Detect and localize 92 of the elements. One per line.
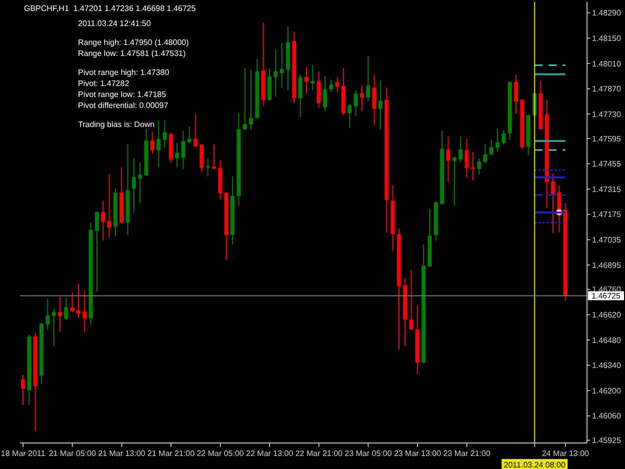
y-tick-label: 1.47870 — [592, 84, 622, 94]
y-tick-label: 1.47035 — [592, 236, 622, 245]
y-tick-label: 1.48290 — [592, 8, 622, 18]
candlestick — [242, 68, 247, 130]
candlestick — [354, 90, 358, 117]
x-tick-label: 22 Mar 13:00 — [246, 449, 294, 458]
y-tick-label: 1.47730 — [592, 110, 622, 119]
annotation: Pivot: 1.47282 — [78, 78, 130, 89]
candlestick — [107, 173, 112, 238]
y-tick-label: 1.46340 — [592, 361, 622, 370]
candlestick — [46, 298, 50, 331]
candlestick — [280, 42, 284, 88]
annotation: Pivot differential: 0.00097 — [78, 100, 170, 111]
candlestick — [483, 143, 488, 164]
candlestick — [274, 48, 278, 98]
candlestick — [82, 290, 87, 332]
candlestick — [212, 144, 216, 170]
annotation: 2011.03.24 12:41:50 — [78, 18, 152, 29]
candlestick — [335, 76, 340, 94]
candlestick — [366, 55, 370, 102]
x-tick-label: 21 Mar 21:00 — [147, 449, 196, 458]
y-tick-label: 1.45925 — [592, 436, 622, 446]
candlestick — [458, 136, 463, 163]
candlestick — [101, 200, 106, 242]
y-tick-label: 1.47315 — [592, 184, 622, 194]
candlestick — [378, 80, 382, 130]
y-tick-label: 1.46060 — [592, 412, 622, 421]
candlestick — [502, 129, 506, 146]
candlestick — [304, 66, 308, 94]
candlestick — [477, 158, 482, 176]
candlestick — [64, 297, 68, 321]
candlestick — [360, 84, 364, 112]
candlestick — [181, 130, 186, 170]
candlestick — [94, 210, 99, 292]
y-tick-label: 1.48010 — [592, 59, 622, 68]
x-tick-label: 22 Mar 05:00 — [196, 449, 244, 458]
candlestick — [470, 151, 475, 181]
candlestick — [514, 74, 518, 114]
candlestick — [316, 70, 321, 108]
candlestick — [206, 158, 210, 177]
candlestick — [175, 142, 180, 168]
ref-line-label: 1.46725 — [592, 292, 622, 301]
y-tick-label: 1.47595 — [592, 134, 622, 144]
candlestick — [489, 139, 494, 156]
y-tick-label: 1.47175 — [592, 210, 622, 220]
candlestick — [132, 158, 136, 214]
y-tick-label: 1.48150 — [592, 34, 622, 43]
x-tick-label: 23 Mar 05:00 — [344, 449, 392, 458]
candlestick — [446, 136, 450, 183]
candlestick — [249, 69, 254, 130]
candlestick — [52, 308, 56, 347]
candlestick — [322, 76, 327, 112]
x-tick-label: 24 Mar 13:00 — [542, 449, 590, 458]
annotation: Pivot range low: 1.47185 — [78, 89, 168, 100]
x-tick-label: 23 Mar 13:00 — [394, 449, 442, 458]
x-tick-label: 21 Mar 05:00 — [48, 449, 97, 458]
candlestick — [348, 103, 352, 128]
candlestick — [76, 283, 80, 318]
x-tick-label: 18 Mar 2011 — [0, 449, 46, 458]
candlestick — [329, 79, 334, 92]
candlestick — [452, 156, 456, 206]
candlestick — [194, 114, 198, 148]
candlestick — [372, 74, 376, 126]
candlestick — [200, 143, 204, 173]
x-tick-label: 2011.03.24 08:00 — [504, 460, 566, 469]
x-tick-label: 21 Mar 13:00 — [98, 449, 146, 458]
candlestick — [464, 138, 469, 178]
candlestick — [496, 128, 500, 152]
y-tick-label: 1.47455 — [592, 160, 622, 169]
y-tick-label: 1.46895 — [592, 260, 622, 270]
candlestick — [150, 132, 154, 154]
chart-title: GBPCHF,H1 1.47201 1.47236 1.46698 1.46725 — [24, 4, 196, 13]
candlestick — [298, 73, 302, 118]
candlestick — [268, 68, 272, 102]
x-tick-label: 23 Mar 21:00 — [443, 449, 491, 458]
candlestick — [21, 374, 25, 406]
x-tick-label: 22 Mar 21:00 — [295, 449, 344, 458]
y-tick-label: 1.46620 — [592, 310, 622, 320]
candlestick — [156, 120, 161, 168]
annotation: Range high: 1.47950 (1.48000) — [78, 37, 189, 48]
y-tick-label: 1.46200 — [592, 386, 622, 396]
candlestick — [310, 64, 315, 91]
candlestick — [138, 162, 142, 204]
annotation: Trading bias is: Down — [78, 119, 156, 130]
candlestick — [187, 126, 192, 144]
candlestick — [58, 296, 62, 332]
y-tick-label: 1.46480 — [592, 336, 622, 345]
annotation: Range low: 1.47581 (1.47531) — [78, 48, 187, 59]
candlestick — [162, 120, 167, 148]
candlestick — [409, 269, 414, 331]
annotation: Pivot range high: 1.47380 — [78, 67, 170, 78]
candlestick — [551, 173, 556, 234]
